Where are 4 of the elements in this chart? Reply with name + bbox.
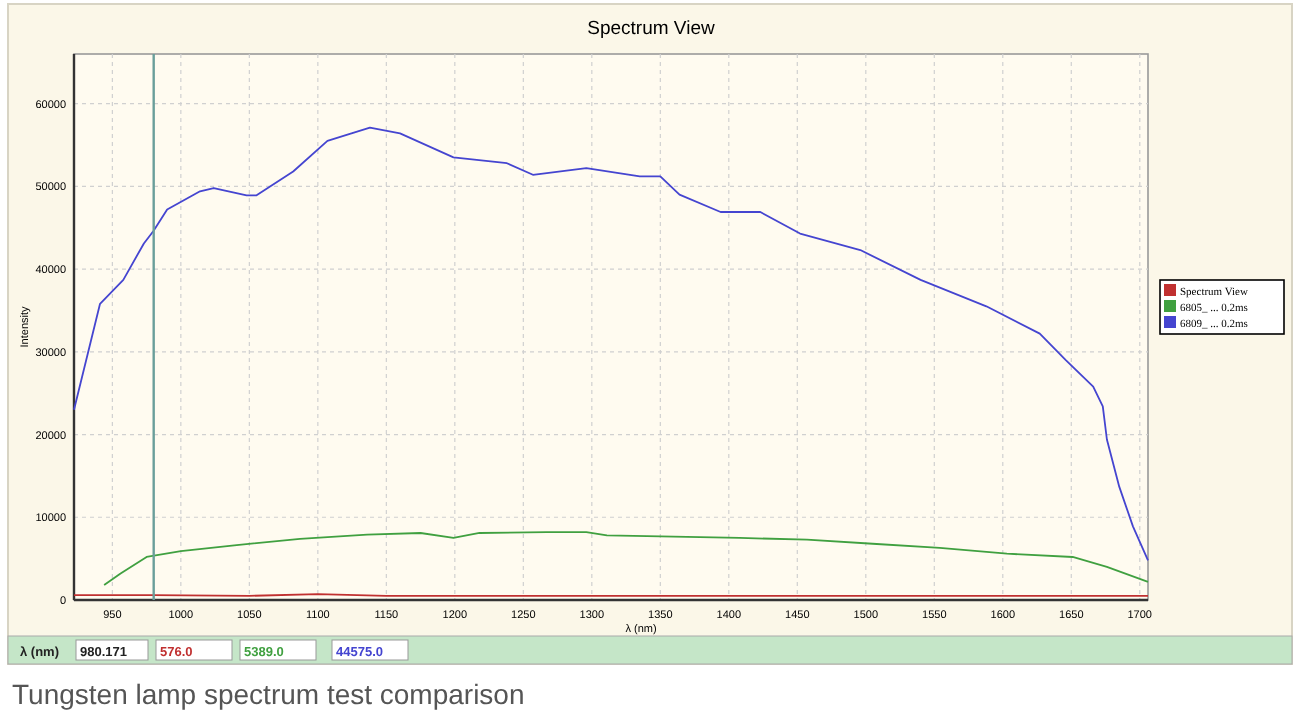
text: Tungsten lamp spectrum test comparison	[12, 678, 525, 710]
chart-title: Spectrum View	[587, 18, 715, 40]
line-series	[73, 126, 1149, 562]
line-series	[103, 531, 1149, 587]
